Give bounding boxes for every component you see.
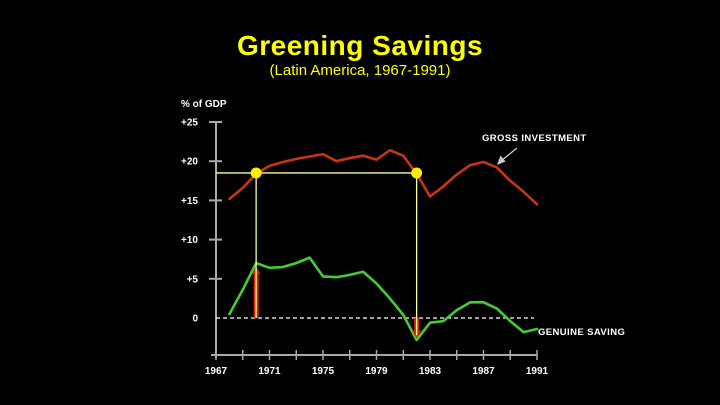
label-pointer-arrowhead <box>497 155 506 165</box>
x-tick-label: 1975 <box>312 366 335 377</box>
highlight-dot <box>250 167 262 179</box>
label-pointer-line <box>500 147 518 162</box>
x-tick-label: 1967 <box>205 366 228 377</box>
x-tick-label: 1971 <box>258 366 281 377</box>
y-tick-label: 0 <box>192 314 198 325</box>
y-tick-label: +5 <box>187 274 199 285</box>
x-tick-label: 1987 <box>472 366 495 377</box>
slide-title: Greening Savings <box>236 30 484 61</box>
gross-investment-line <box>228 148 539 206</box>
y-tick-label: +10 <box>181 235 198 246</box>
y-tick-label: +15 <box>181 196 198 207</box>
y-tick-label: +25 <box>181 118 198 129</box>
y-tick-label: +20 <box>181 157 198 168</box>
genuine-saving-line <box>228 256 539 342</box>
x-tick-label: 1979 <box>365 366 388 377</box>
y-axis-title: % of GDP <box>181 99 227 110</box>
x-tick-label: 1983 <box>419 366 442 377</box>
genuine-saving-label: GENUINE SAVING <box>538 327 625 338</box>
highlight-dot <box>411 167 423 179</box>
slide-subtitle: (Latin America, 1967-1991) <box>269 62 451 79</box>
gross-investment-label: GROSS INVESTMENT <box>482 133 587 144</box>
x-tick-label: 1991 <box>526 366 549 377</box>
